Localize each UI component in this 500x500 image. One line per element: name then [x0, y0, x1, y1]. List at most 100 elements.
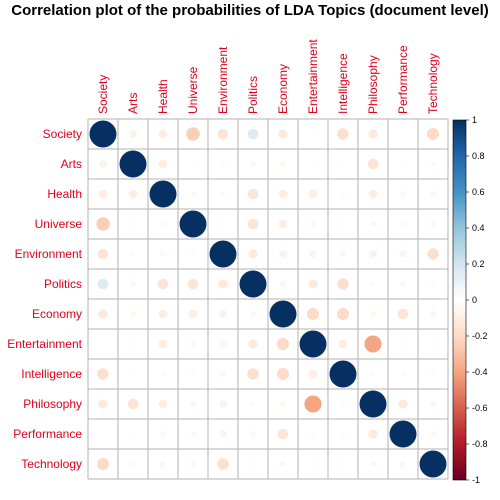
corr-circle-arts-technology	[430, 161, 436, 167]
corr-circle-intelligence-health	[160, 371, 166, 377]
corr-circle-economy-politics	[249, 310, 257, 318]
row-label-technology: Technology	[21, 457, 82, 471]
corr-circle-intelligence-intelligence	[329, 360, 357, 388]
row-label-society: Society	[43, 127, 82, 141]
corr-circle-performance-economy	[277, 428, 289, 440]
corr-circle-performance-universe	[190, 431, 196, 437]
corr-circle-health-economy	[278, 189, 288, 199]
corr-circle-entertainment-arts	[131, 342, 135, 346]
corr-circle-entertainment-health	[158, 339, 168, 349]
corr-circle-environment-performance	[399, 250, 407, 258]
corr-circle-economy-health	[158, 309, 168, 319]
corr-circle-technology-technology	[419, 450, 447, 478]
corr-circle-philosophy-health	[158, 399, 168, 409]
colorbar-tick-label: 0.2	[472, 259, 485, 269]
corr-circle-intelligence-society	[97, 368, 109, 380]
corr-circle-arts-health	[158, 159, 168, 169]
col-label-arts: Arts	[126, 93, 140, 114]
corr-circle-politics-society	[97, 278, 109, 290]
row-label-intelligence: Intelligence	[21, 367, 82, 381]
corr-circle-health-health	[149, 180, 177, 208]
corr-circle-society-economy	[278, 129, 288, 139]
corr-circle-society-technology	[426, 127, 440, 141]
corr-circle-environment-universe	[190, 251, 196, 257]
corr-circle-technology-intelligence	[340, 461, 346, 467]
col-label-universe: Universe	[186, 66, 200, 114]
corr-circle-technology-entertainment	[310, 461, 316, 467]
corr-circle-economy-technology	[429, 310, 437, 318]
corr-circle-health-performance	[399, 190, 407, 198]
corr-circle-politics-philosophy	[370, 281, 376, 287]
colorbar-ticks: -1 -0.8 -0.6 -0.4 -0.2 0 0.2 0.4 0.6 0.8 1	[466, 115, 488, 485]
corr-circle-performance-arts	[131, 432, 135, 436]
corr-circle-society-intelligence	[337, 128, 349, 140]
corr-circle-universe-society	[96, 217, 110, 231]
corr-circle-health-politics	[247, 188, 259, 200]
corr-circle-health-environment	[220, 191, 226, 197]
corr-circle-economy-entertainment	[306, 307, 320, 321]
corr-circle-universe-intelligence	[340, 221, 346, 227]
corr-circle-technology-arts	[130, 461, 136, 467]
corr-circle-technology-health	[159, 460, 167, 468]
colorbar-tick-label: -0.4	[472, 367, 488, 377]
corr-circle-intelligence-universe	[190, 371, 196, 377]
corr-circle-philosophy-intelligence	[340, 401, 346, 407]
corr-circle-intelligence-environment	[219, 370, 227, 378]
row-labels: Society Arts Health Universe Environment Poli…	[7, 127, 82, 471]
corr-circle-health-technology	[429, 190, 437, 198]
corr-circle-performance-society	[101, 432, 105, 436]
col-label-health: Health	[156, 79, 170, 114]
corr-circle-entertainment-society	[101, 342, 105, 346]
corr-circle-society-entertainment	[311, 132, 315, 136]
corr-circle-universe-universe	[179, 210, 207, 238]
row-label-economy: Economy	[32, 307, 82, 321]
corr-circle-performance-entertainment	[310, 431, 316, 437]
corr-circle-arts-environment	[220, 161, 226, 167]
corr-circle-technology-universe	[189, 460, 197, 468]
corr-circle-environment-philosophy	[369, 250, 377, 258]
corr-circle-arts-economy	[279, 160, 287, 168]
colorbar-tick-label: 0	[472, 295, 477, 305]
corr-circle-universe-environment	[220, 221, 226, 227]
corr-circle-health-universe	[190, 191, 196, 197]
corr-circle-entertainment-intelligence	[338, 339, 348, 349]
corr-circle-technology-economy	[279, 460, 287, 468]
corr-circle-philosophy-universe	[189, 400, 197, 408]
corr-circle-entertainment-entertainment	[299, 330, 327, 358]
colorbar	[452, 119, 467, 481]
corr-circle-environment-economy	[279, 250, 287, 258]
corr-circle-economy-economy	[269, 300, 297, 328]
corr-circle-arts-universe	[191, 162, 195, 166]
corr-circle-society-philosophy	[368, 129, 378, 139]
row-label-entertainment: Entertainment	[7, 337, 82, 351]
corr-circle-environment-health	[160, 251, 166, 257]
corr-circle-politics-technology	[430, 281, 436, 287]
corr-circle-environment-intelligence	[339, 250, 347, 258]
corr-circle-universe-economy	[278, 219, 288, 229]
col-label-philosophy: Philosophy	[366, 55, 380, 114]
corr-circle-entertainment-environment	[219, 340, 227, 348]
corr-circle-intelligence-entertainment	[308, 369, 318, 379]
row-label-arts: Arts	[61, 157, 82, 171]
corr-circle-performance-performance	[389, 420, 417, 448]
colorbar-tick-label: -0.8	[472, 439, 488, 449]
corr-circle-performance-environment	[219, 430, 227, 438]
corr-circle-economy-universe	[188, 309, 198, 319]
corr-circle-universe-arts	[131, 222, 135, 226]
corr-circle-philosophy-politics	[250, 401, 256, 407]
corr-circle-health-intelligence	[340, 191, 346, 197]
corr-circle-philosophy-economy	[279, 400, 287, 408]
corr-circle-arts-intelligence	[341, 162, 345, 166]
corr-circle-universe-philosophy	[369, 220, 377, 228]
correlation-circles	[89, 120, 447, 478]
col-label-technology: Technology	[426, 53, 440, 114]
colorbar-tick-label: 1	[472, 115, 477, 125]
corr-circle-intelligence-politics	[247, 368, 259, 380]
corr-circle-performance-philosophy	[368, 429, 378, 439]
col-label-environment: Environment	[216, 46, 230, 114]
col-label-society: Society	[96, 75, 110, 114]
corr-circle-politics-arts	[129, 280, 137, 288]
row-label-universe: Universe	[35, 217, 83, 231]
colorbar-tick-label: 0.6	[472, 187, 485, 197]
corr-circle-environment-society	[97, 248, 109, 260]
